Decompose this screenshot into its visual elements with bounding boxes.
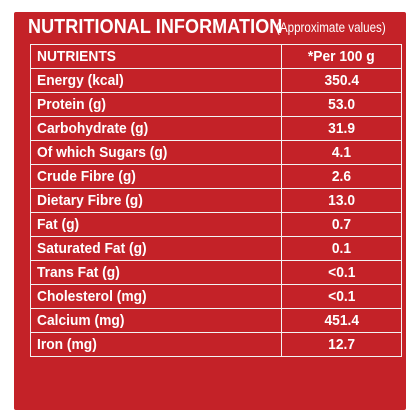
nutrient-value-cell: 0.1 [281, 236, 402, 261]
table-row: Trans Fat (g) <0.1 [30, 260, 402, 285]
table-row: Crude Fibre (g) 2.6 [30, 164, 402, 189]
nutrient-name-cell: Crude Fibre (g) [30, 164, 282, 189]
nutrient-value: 0.1 [331, 240, 352, 257]
nutrient-name: Crude Fibre (g) [37, 168, 136, 185]
nutrient-value-cell: 53.0 [281, 92, 402, 117]
nutrient-value: 53.0 [328, 96, 355, 113]
nutrient-name-cell: Calcium (mg) [30, 308, 282, 333]
nutrient-value: 350.4 [324, 72, 359, 89]
table-row: Protein (g) 53.0 [30, 92, 402, 117]
nutrient-name-cell: Cholesterol (mg) [30, 284, 282, 309]
table-row: Cholesterol (mg) <0.1 [30, 284, 402, 309]
table-row: Energy (kcal) 350.4 [30, 68, 402, 93]
nutrient-value-cell: 13.0 [281, 188, 402, 213]
nutrient-value: <0.1 [327, 288, 356, 305]
nutrient-name-cell: Iron (mg) [30, 332, 282, 357]
nutrient-value: 12.7 [328, 336, 355, 353]
nutrient-value: 4.1 [331, 144, 352, 161]
nutrition-subtitle: (Approximate values) [276, 19, 386, 35]
nutrient-value: 31.9 [328, 120, 355, 137]
nutrient-name: Of which Sugars (g) [37, 144, 168, 161]
nutrient-name: Trans Fat (g) [37, 264, 120, 281]
nutrition-title: NUTRITIONAL INFORMATION [28, 15, 283, 38]
table-row: Calcium (mg) 451.4 [30, 308, 402, 333]
table-row: Carbohydrate (g) 31.9 [30, 116, 402, 141]
nutrient-value-cell: 0.7 [281, 212, 402, 237]
nutrient-name-cell: Dietary Fibre (g) [30, 188, 282, 213]
nutrient-value-cell: 12.7 [281, 332, 402, 357]
column-header-nutrients-label: NUTRIENTS [37, 48, 116, 65]
nutrient-value-cell: 451.4 [281, 308, 402, 333]
nutrient-name-cell: Fat (g) [30, 212, 282, 237]
nutrient-name: Iron (mg) [37, 336, 97, 353]
nutrient-name: Fat (g) [37, 216, 80, 233]
table-row: Dietary Fibre (g) 13.0 [30, 188, 402, 213]
table-header-row: NUTRIENTS *Per 100 g [30, 44, 402, 69]
nutrient-value-cell: <0.1 [281, 284, 402, 309]
nutrient-value: <0.1 [327, 264, 356, 281]
nutrient-name-cell: Of which Sugars (g) [30, 140, 282, 165]
nutrient-value-cell: 31.9 [281, 116, 402, 141]
nutrient-value-cell: 2.6 [281, 164, 402, 189]
nutrient-value: 451.4 [324, 312, 359, 329]
nutrition-table: NUTRIENTS *Per 100 g Energy (kcal) 350.4… [30, 44, 402, 357]
nutrient-name: Saturated Fat (g) [37, 240, 147, 257]
nutrient-value: 0.7 [331, 216, 352, 233]
column-header-per-100g-label: *Per 100 g [308, 48, 375, 65]
nutrition-header: NUTRITIONAL INFORMATION (Approximate val… [28, 12, 406, 42]
nutrient-name: Carbohydrate (g) [37, 120, 149, 137]
nutrient-name: Protein (g) [37, 96, 106, 113]
table-row: Fat (g) 0.7 [30, 212, 402, 237]
nutrient-name-cell: Energy (kcal) [30, 68, 282, 93]
nutrient-value: 2.6 [331, 168, 352, 185]
table-row: Saturated Fat (g) 0.1 [30, 236, 402, 261]
nutrient-value: 13.0 [328, 192, 355, 209]
nutrient-value-cell: 350.4 [281, 68, 402, 93]
nutrient-name: Dietary Fibre (g) [37, 192, 143, 209]
nutrient-value-cell: <0.1 [281, 260, 402, 285]
nutrition-panel: NUTRITIONAL INFORMATION (Approximate val… [14, 12, 406, 410]
nutrient-value-cell: 4.1 [281, 140, 402, 165]
nutrient-name: Energy (kcal) [37, 72, 124, 89]
column-header-nutrients: NUTRIENTS [30, 44, 282, 69]
nutrient-name-cell: Carbohydrate (g) [30, 116, 282, 141]
nutrient-name-cell: Protein (g) [30, 92, 282, 117]
column-header-per-100g: *Per 100 g [281, 44, 402, 69]
nutrient-name-cell: Trans Fat (g) [30, 260, 282, 285]
nutrient-name: Cholesterol (mg) [37, 288, 147, 305]
nutrient-name: Calcium (mg) [37, 312, 125, 329]
table-row: Iron (mg) 12.7 [30, 332, 402, 357]
table-row: Of which Sugars (g) 4.1 [30, 140, 402, 165]
nutrient-name-cell: Saturated Fat (g) [30, 236, 282, 261]
